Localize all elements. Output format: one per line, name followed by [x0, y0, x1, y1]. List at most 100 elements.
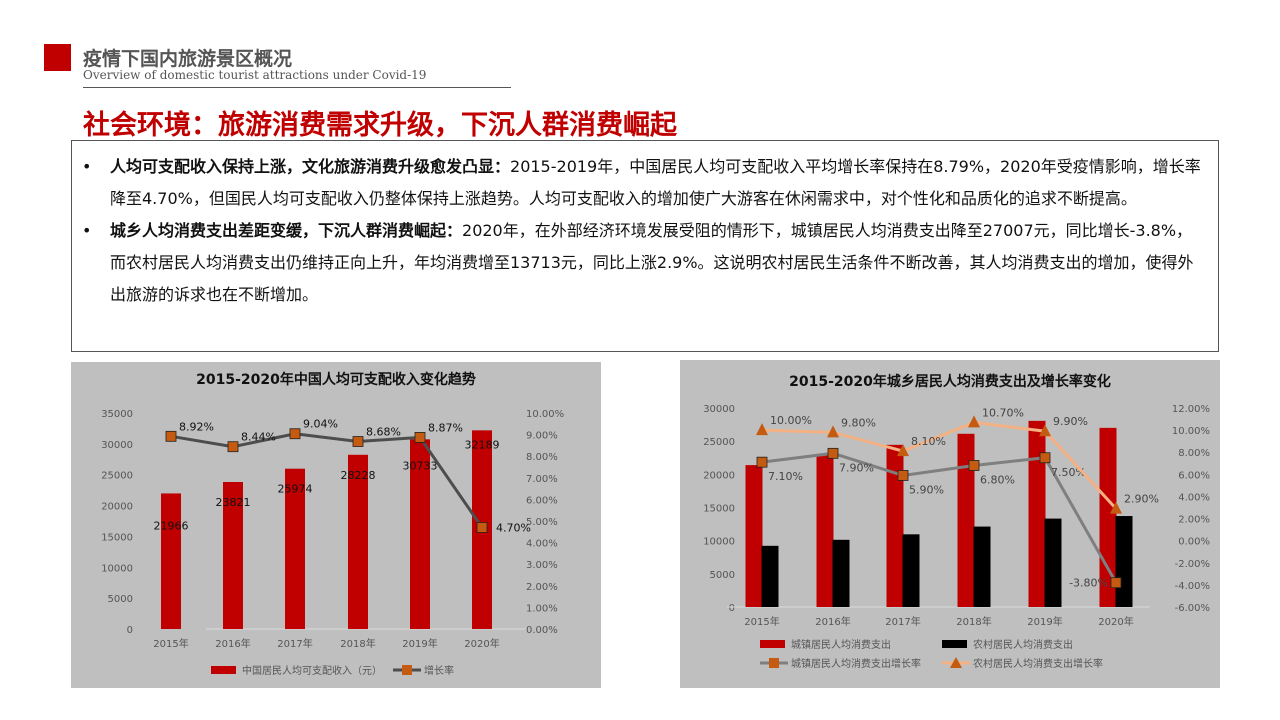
text-box: • 人均可支配收入保持上涨，文化旅游消费升级愈发凸显：2015-2019年，中国居… [71, 140, 1219, 352]
y-tick-label: 15000 [703, 504, 735, 515]
bar [761, 545, 779, 607]
y2-tick-label: -6.00% [1175, 603, 1210, 614]
header-divider [83, 87, 511, 88]
line-data-label: 7.90% [839, 461, 874, 474]
y-tick-label: 0 [127, 625, 133, 636]
y-tick-label: 5000 [108, 594, 133, 605]
y-tick-label: 25000 [703, 437, 735, 448]
bullet-text: 2020年，在外部经济环境发展受阻的情形下，城镇居民人均消费支出降至27007元… [110, 221, 1194, 304]
bar [902, 534, 920, 607]
square-marker [1110, 577, 1122, 589]
bar [957, 433, 975, 607]
y2-tick-label: 9.00% [526, 431, 558, 442]
y-tick-label: 10000 [101, 563, 133, 574]
y2-tick-label: -4.00% [1175, 581, 1210, 592]
x-tick-label: 2015年 [744, 615, 779, 628]
series-line [761, 451, 1118, 584]
chart-title: 2015-2020年中国人均可支配收入变化趋势 [196, 371, 476, 388]
bar [973, 526, 991, 607]
y-tick-label: 15000 [101, 532, 133, 543]
triangle-marker [968, 415, 980, 428]
square-marker [414, 432, 426, 443]
bullet-text: 2015-2019年，中国居民人均可支配收入平均增长率保持在8.79%，2020… [110, 157, 1201, 208]
legend-square-marker [402, 665, 412, 675]
y2-tick-label: 2.00% [526, 582, 558, 593]
income-chart: 2015-2020年中国人均可支配收入变化趋势 35000 30000 25000 20… [101, 371, 564, 677]
bar [161, 493, 181, 629]
legend-triangle-marker [950, 657, 962, 668]
line-data-label: 9.04% [303, 418, 338, 431]
bullet-icon: • [82, 157, 92, 176]
legend-swatch [211, 666, 236, 674]
y2-tick-label: 5.00% [526, 517, 558, 528]
x-tick-label: 2015年 [153, 637, 188, 650]
bullet-item: • 城乡人均消费支出差距变缓，下沉人群消费崛起：2020年，在外部经济环境发展受阻… [82, 215, 1206, 311]
legend-label: 农村居民人均消费支出 [973, 638, 1073, 651]
line-data-label: -3.80% [1069, 577, 1108, 590]
legend-label: 城镇居民人均消费支出增长率 [791, 657, 921, 670]
header-red-square [44, 44, 71, 71]
triangle-marker [756, 423, 768, 436]
y2-tick-label: 4.00% [1178, 492, 1210, 503]
line-data-label: 9.80% [841, 416, 876, 429]
y2-tick-label: 3.00% [526, 560, 558, 571]
bullet-item: • 人均可支配收入保持上涨，文化旅游消费升级愈发凸显：2015-2019年，中国居… [82, 151, 1206, 215]
bar-data-label: 21966 [154, 519, 189, 532]
square-marker [289, 428, 301, 440]
y2-tick-label: 4.00% [526, 539, 558, 550]
bullet-heading: 城乡人均消费支出差距变缓，下沉人群消费崛起： [110, 221, 463, 240]
y2-tick-label: 7.00% [526, 474, 558, 485]
section-title: 疫情下国内旅游景区概况 [83, 48, 293, 70]
line-data-label: 10.70% [982, 406, 1024, 419]
y2-tick-label: 8.00% [526, 452, 558, 463]
y-tick-label: 10000 [703, 537, 735, 548]
square-marker [227, 441, 239, 453]
y-tick-label: 30000 [703, 404, 735, 415]
x-tick-label: 2018年 [956, 615, 991, 628]
x-tick-label: 2019年 [1027, 615, 1062, 628]
square-marker [352, 436, 364, 447]
line-data-label: 8.44% [241, 431, 276, 444]
bar [285, 468, 305, 629]
y-tick-label: 5000 [710, 570, 735, 581]
bar [223, 481, 243, 629]
line-data-label: 4.70% [496, 521, 531, 534]
series-line [170, 432, 484, 529]
bar [1115, 516, 1133, 607]
y2-tick-label: 8.00% [1178, 448, 1210, 459]
x-tick-label: 2018年 [340, 637, 375, 650]
y2-tick-label: 0.00% [526, 625, 558, 636]
line-data-label: 9.90% [1053, 415, 1088, 428]
line-data-label: 7.10% [768, 470, 803, 483]
bar [410, 439, 430, 629]
bar-data-label: 25974 [278, 483, 313, 496]
y2-tick-label: -2.00% [1175, 559, 1210, 570]
triangle-marker [1110, 501, 1122, 514]
bar [1028, 420, 1046, 607]
square-marker [897, 470, 909, 481]
y-tick-label: 30000 [101, 440, 133, 451]
y-tick-label: 35000 [101, 409, 133, 420]
section-subtitle: Overview of domestic tourist attractions… [83, 68, 427, 82]
line-data-label: 8.68% [366, 426, 401, 439]
x-tick-label: 2016年 [215, 637, 250, 650]
y2-tick-label: 0.00% [1178, 537, 1210, 548]
square-marker [827, 447, 839, 459]
y-tick-label: 20000 [703, 470, 735, 481]
x-tick-label: 2017年 [885, 615, 920, 628]
legend-label: 中国居民人均可支配收入（元） [242, 664, 382, 677]
bar [886, 444, 904, 607]
legend-swatch [942, 640, 967, 648]
bar-data-label: 30733 [403, 459, 438, 472]
legend-label: 城镇居民人均消费支出 [791, 638, 891, 651]
x-tick-label: 2020年 [464, 637, 499, 650]
bar [1044, 518, 1062, 607]
bullet-heading: 人均可支配收入保持上涨，文化旅游消费升级愈发凸显： [110, 157, 511, 176]
y2-tick-label: 10.00% [1172, 426, 1210, 437]
income-chart-panel: 2015-2020年中国人均可支配收入变化趋势 35000 30000 25000 20… [71, 362, 601, 688]
bar [348, 454, 368, 629]
legend-label: 增长率 [424, 664, 454, 677]
consumption-chart-panel: 2015-2020年城乡居民人均消费支出及增长率变化 30000 25000 2000… [680, 360, 1220, 688]
y2-tick-label: 6.00% [526, 495, 558, 506]
triangle-marker [827, 425, 839, 438]
